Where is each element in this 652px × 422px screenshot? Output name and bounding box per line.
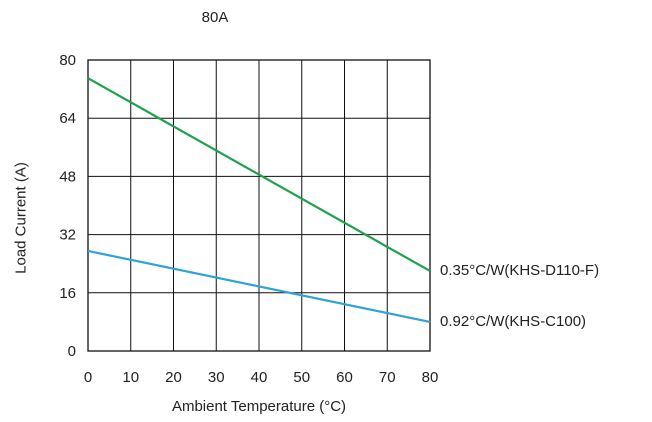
y-tick-label: 64: [59, 110, 76, 127]
chart-title: 80A: [201, 9, 229, 26]
x-tick-label: 40: [251, 369, 268, 386]
series-line-1: [87, 77, 431, 272]
x-tick-label: 80: [422, 369, 439, 386]
series-label-2: 0.92°C/W(KHS-C100): [440, 313, 586, 330]
x-tick-label: 30: [208, 369, 225, 386]
y-tick-label: 16: [59, 285, 76, 302]
series-line-2: [87, 249, 431, 323]
series-label-1: 0.35°C/W(KHS-D110-F): [440, 262, 599, 279]
x-tick-label: 70: [379, 369, 396, 386]
y-tick-label: 48: [59, 168, 76, 185]
y-tick-label: 80: [59, 52, 76, 69]
x-tick-label: 20: [165, 369, 182, 386]
y-tick-label: 0: [68, 343, 76, 360]
x-tick-label: 0: [84, 369, 92, 386]
y-axis-label: Load Current (A): [12, 162, 30, 274]
x-tick-label: 10: [122, 369, 139, 386]
x-tick-label: 60: [336, 369, 353, 386]
y-tick-label: 32: [59, 227, 76, 244]
x-tick-label: 50: [293, 369, 310, 386]
x-axis-label: Ambient Temperature (°C): [171, 398, 347, 415]
